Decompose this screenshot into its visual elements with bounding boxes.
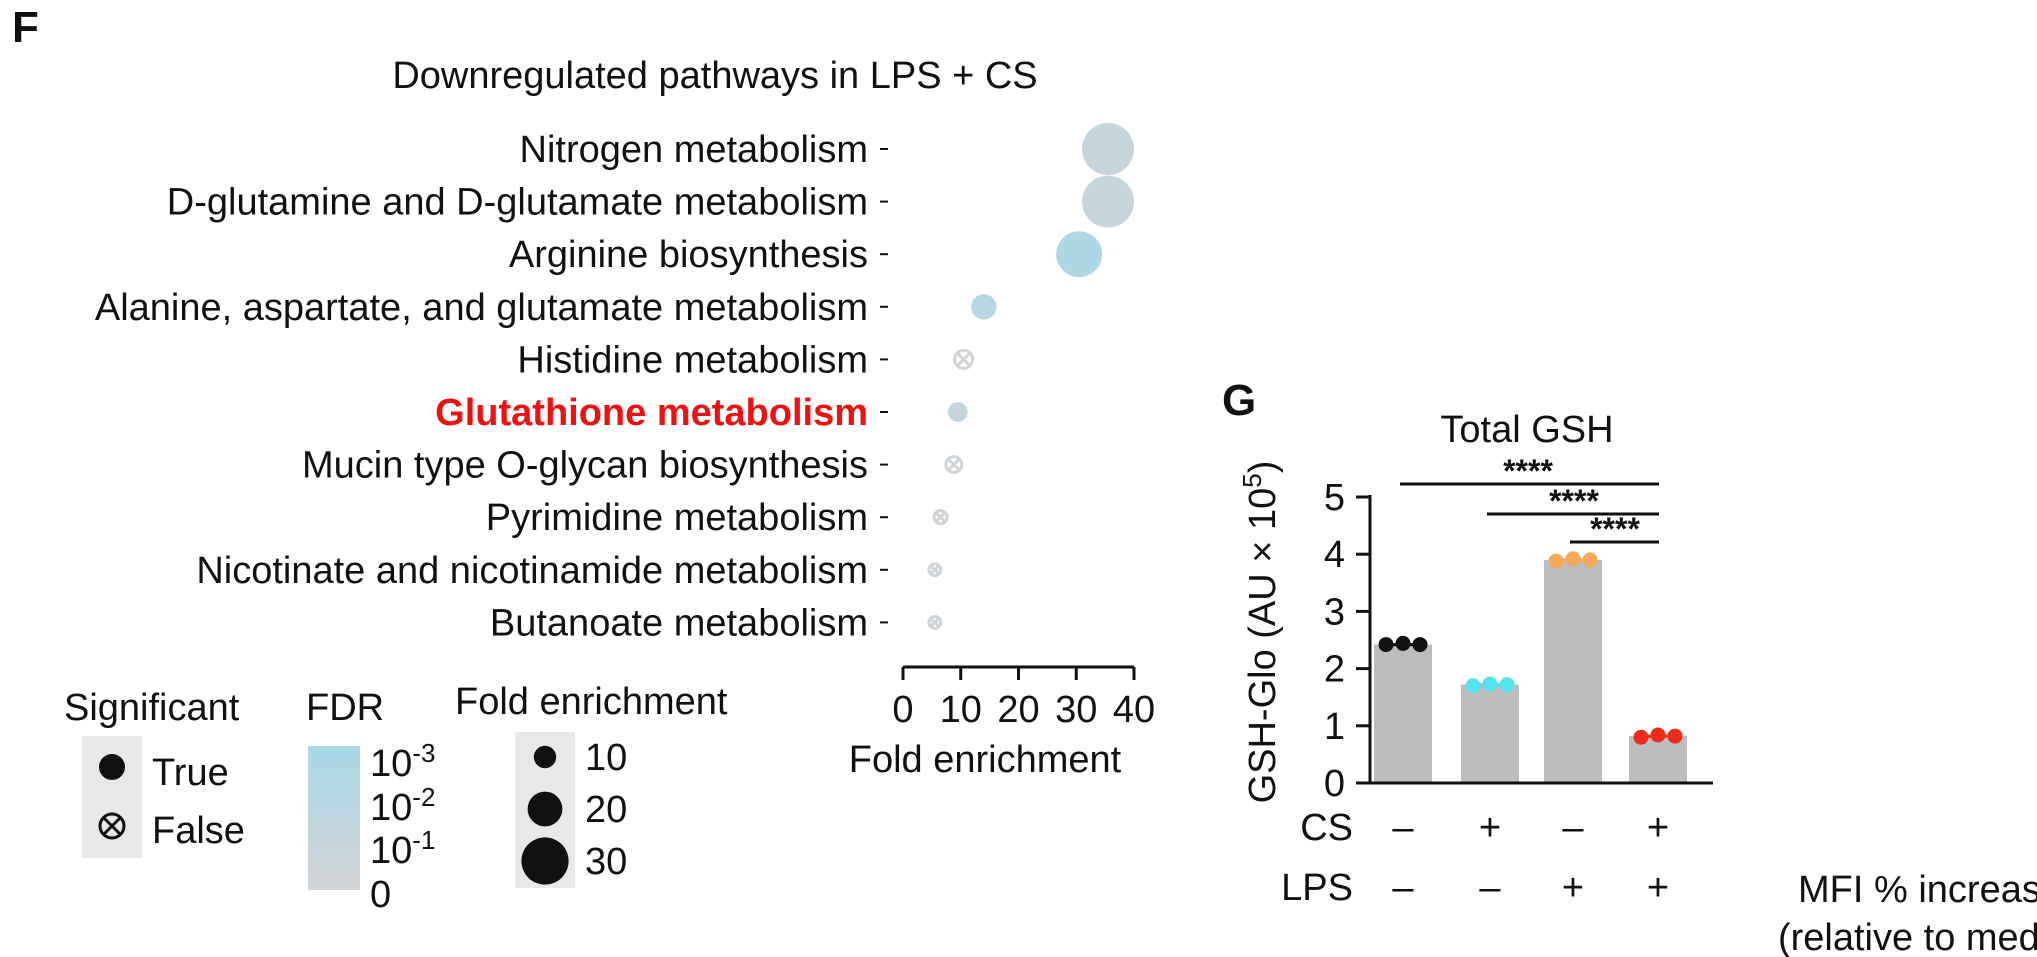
- dot-plot-x-ticks: 0 10 20 30 40: [892, 667, 1155, 731]
- lps-sign: –: [1392, 867, 1414, 909]
- fdr-tick-label: 10-2: [370, 782, 435, 829]
- pathway-label: Mucin type O-glycan biosynthesis: [302, 445, 868, 487]
- data-point: [1582, 552, 1598, 568]
- size-legend-label: 20: [585, 789, 627, 831]
- pathway-label: Alanine, aspartate, and glutamate metabo…: [95, 287, 868, 329]
- bar-group: [1374, 559, 1687, 783]
- fdr-tick-label: 10-3: [370, 738, 435, 785]
- legend-true-label: True: [152, 752, 229, 794]
- data-point: [1548, 553, 1564, 569]
- size-legend-dot: [527, 791, 563, 827]
- pathway-dot: [1082, 122, 1135, 176]
- pathway-labels: Nitrogen metabolism D-glutamine and D-glu…: [95, 129, 888, 644]
- y-tick-label: 1: [1324, 706, 1345, 748]
- pathway-dot: [971, 294, 997, 320]
- legend-size-items: 10 20 30: [521, 737, 627, 885]
- size-legend-dot: [533, 745, 557, 769]
- x-tick-label: 20: [997, 689, 1039, 731]
- legend-significant-title: Significant: [64, 687, 240, 729]
- data-point: [1378, 637, 1394, 653]
- data-point: [1565, 551, 1581, 567]
- pathway-dot-nonsignificant: [927, 614, 943, 630]
- x-tick-label: 40: [1113, 689, 1155, 731]
- pathway-dot-nonsignificant: [944, 455, 964, 475]
- lps-sign: +: [1562, 867, 1584, 909]
- fdr-tick-label: 0: [370, 874, 391, 916]
- data-point: [1482, 676, 1498, 692]
- legend-false-marker-icon: [98, 812, 126, 840]
- bar-points: [1378, 551, 1683, 745]
- x-tick-label: 0: [892, 689, 913, 731]
- significance-stars: ****: [1549, 483, 1599, 519]
- lps-row-label: LPS: [1281, 867, 1353, 909]
- legend-true-dot-icon: [99, 754, 125, 780]
- size-legend-dot: [521, 837, 569, 885]
- mfi-label-line2: (relative to media): [1778, 917, 2037, 957]
- legend-fdr-ticks: 10-310-210-10: [370, 738, 435, 916]
- lps-sign: +: [1647, 867, 1669, 909]
- pathway-label: Pyrimidine metabolism: [486, 497, 868, 539]
- legend-fdr-colorbar: [308, 746, 360, 890]
- data-point: [1633, 729, 1649, 745]
- y-tick-label: 2: [1324, 649, 1345, 691]
- legend-false-label: False: [152, 810, 245, 852]
- cs-sign: –: [1392, 807, 1414, 849]
- pathway-label: Butanoate metabolism: [490, 602, 868, 644]
- y-tick-label: 0: [1324, 763, 1345, 805]
- pathway-dot: [1082, 175, 1135, 228]
- size-legend-label: 30: [585, 841, 627, 883]
- significance-stars: ****: [1590, 511, 1640, 547]
- pathway-dot: [947, 402, 968, 422]
- fdr-tick-label: 10-1: [370, 825, 435, 872]
- dot-plot-x-label: Fold enrichment: [849, 739, 1122, 781]
- size-legend-label: 10: [585, 737, 627, 779]
- pathway-dot-nonsignificant: [953, 348, 975, 370]
- pathway-dot-nonsignificant: [932, 509, 949, 526]
- mfi-label-line1: MFI % increase: [1798, 869, 2037, 911]
- data-point: [1395, 635, 1411, 651]
- cs-sign: –: [1562, 807, 1584, 849]
- x-tick-label: 30: [1055, 689, 1097, 731]
- lps-sign: –: [1479, 867, 1501, 909]
- pathway-label: Glutathione metabolism: [435, 392, 868, 434]
- data-point: [1412, 637, 1428, 653]
- bar: [1374, 644, 1432, 783]
- pathway-label: Nicotinate and nicotinamide metabolism: [196, 550, 868, 592]
- significance-stars: ****: [1503, 453, 1553, 489]
- y-tick-label: 5: [1324, 477, 1345, 519]
- data-point: [1667, 728, 1683, 744]
- pathway-dot: [1056, 231, 1103, 278]
- condition-signs: – + – + – – + +: [1392, 807, 1669, 909]
- data-point: [1650, 727, 1666, 743]
- panel-f-letter: F: [12, 3, 39, 52]
- pathway-dot-nonsignificant: [927, 562, 943, 578]
- bar-chart-title: Total GSH: [1440, 409, 1613, 451]
- x-tick-label: 10: [940, 689, 982, 731]
- legend-fdr-title: FDR: [306, 687, 384, 729]
- bar: [1461, 684, 1519, 783]
- significance-brackets: ************: [1400, 453, 1659, 547]
- legend-size-title: Fold enrichment: [455, 681, 728, 723]
- y-tick-label: 4: [1324, 534, 1345, 576]
- bar-chart-y-label: GSH-Glo (AU × 105): [1237, 461, 1284, 804]
- bar: [1544, 559, 1602, 783]
- data-point: [1465, 678, 1481, 694]
- pathway-label: D-glutamine and D-glutamate metabolism: [167, 182, 868, 224]
- pathway-dots: [927, 122, 1135, 630]
- pathway-label: Nitrogen metabolism: [520, 129, 868, 171]
- bar-chart-y-ticks: 0 1 2 3 4 5: [1324, 477, 1370, 805]
- pathway-label: Histidine metabolism: [517, 339, 868, 381]
- pathway-label: Arginine biosynthesis: [509, 234, 868, 276]
- cs-row-label: CS: [1300, 807, 1353, 849]
- cs-sign: +: [1647, 807, 1669, 849]
- panel-g-letter: G: [1222, 376, 1256, 425]
- dot-plot-title: Downregulated pathways in LPS + CS: [392, 55, 1037, 97]
- cs-sign: +: [1479, 807, 1501, 849]
- y-tick-label: 3: [1324, 591, 1345, 633]
- data-point: [1499, 677, 1515, 693]
